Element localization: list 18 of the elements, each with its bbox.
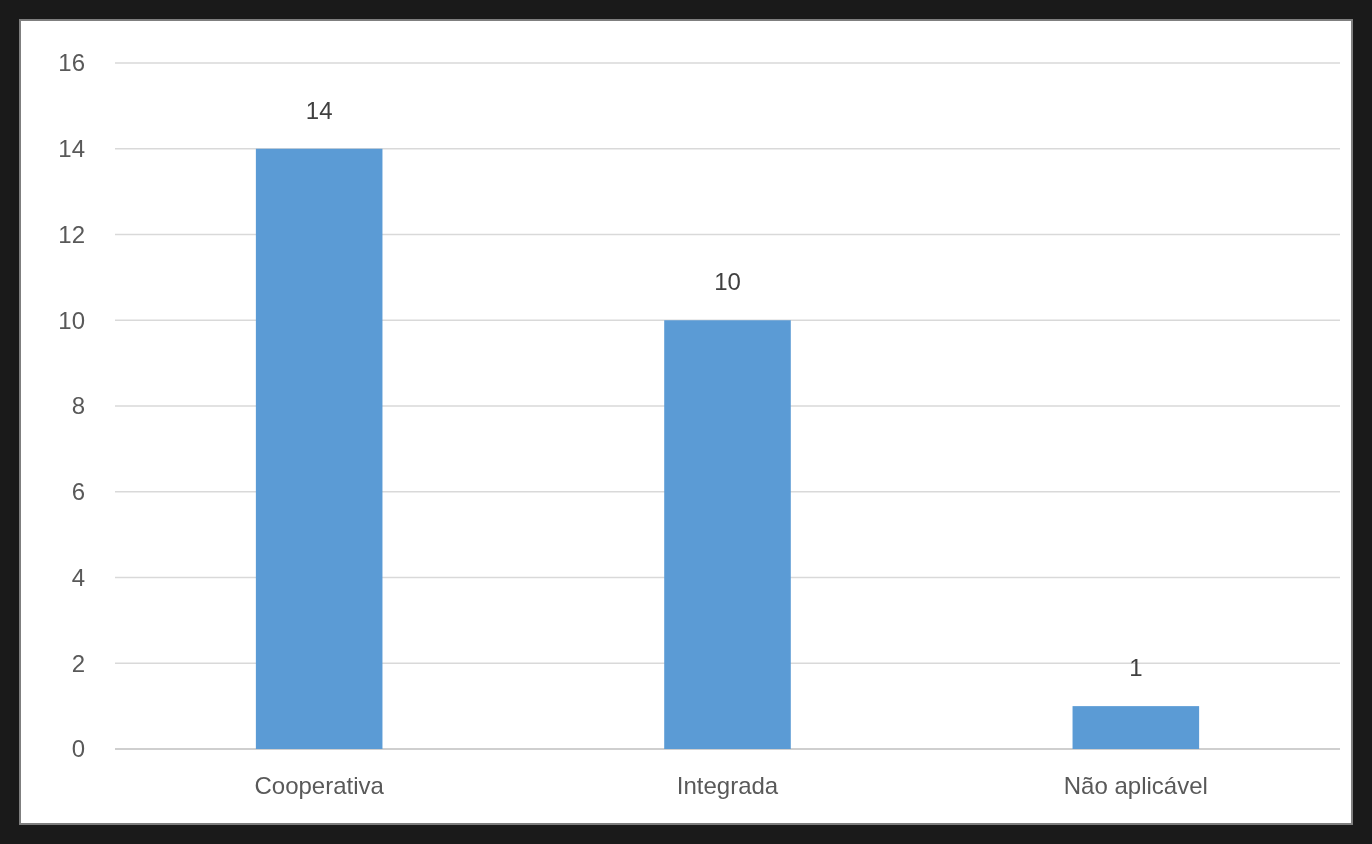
bar (255, 148, 383, 749)
y-tick-label: 6 (71, 478, 85, 506)
data-label: 10 (714, 268, 741, 296)
y-tick-label: 14 (58, 135, 85, 163)
bar (1072, 706, 1200, 749)
y-tick-label: 8 (71, 392, 85, 420)
bar (664, 320, 791, 749)
y-tick-label: 2 (71, 649, 85, 677)
y-tick-label: 12 (58, 220, 85, 248)
x-tick-label: Não aplicável (1063, 772, 1208, 799)
x-tick-label: Cooperativa (254, 772, 385, 799)
y-tick-label: 4 (71, 563, 85, 591)
data-label: 14 (305, 96, 333, 124)
y-tick-label: 10 (58, 306, 85, 334)
data-label: 1 (1129, 654, 1143, 682)
y-tick-label: 0 (71, 735, 85, 763)
x-tick-label: Integrada (676, 772, 779, 799)
y-tick-label: 16 (58, 49, 85, 77)
